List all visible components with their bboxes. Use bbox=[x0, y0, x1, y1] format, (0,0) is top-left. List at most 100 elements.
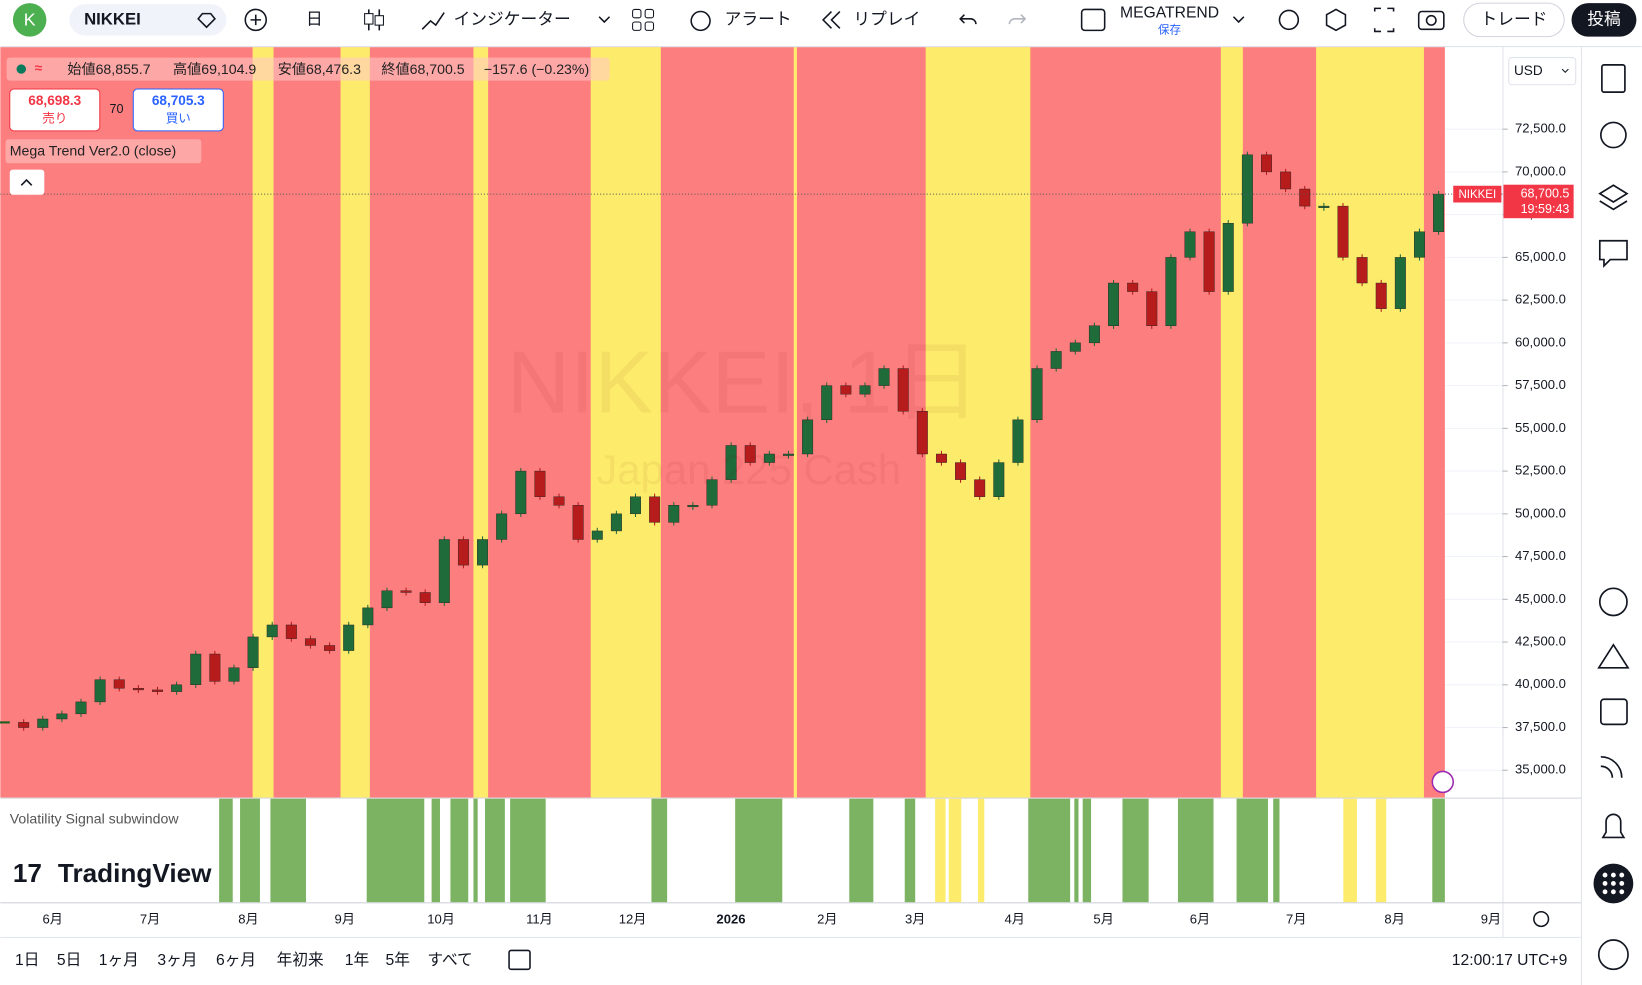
x-tick-label: 10月 bbox=[427, 912, 455, 927]
trade-button[interactable] bbox=[1463, 2, 1565, 38]
candle bbox=[1031, 368, 1043, 421]
alerts-icon[interactable] bbox=[1599, 121, 1627, 149]
y-tick-label: 57,500.0 bbox=[1515, 377, 1566, 392]
regime-band bbox=[473, 47, 489, 798]
legend-change: −157.6 (−0.23%) bbox=[484, 61, 589, 77]
replay-button[interactable]: リプレイ bbox=[853, 9, 920, 28]
candle bbox=[802, 419, 814, 455]
sell-button[interactable] bbox=[9, 88, 101, 132]
candle bbox=[75, 701, 87, 715]
signal-bar bbox=[735, 798, 783, 903]
x-tick-label: 7月 bbox=[1286, 912, 1306, 927]
icon: ≈ bbox=[35, 61, 43, 76]
icon-dot bbox=[1602, 889, 1608, 895]
quick-search[interactable] bbox=[1278, 9, 1300, 31]
help-icon[interactable] bbox=[1597, 939, 1629, 971]
range-button[interactable]: 1日 bbox=[15, 952, 39, 969]
target-icon[interactable] bbox=[1598, 587, 1628, 617]
range-buttons: 1日 5日 1ヶ月 3ヶ月 6ヶ月 年初来 1年 5年 すべて bbox=[15, 951, 473, 969]
x-tick-label: 2026 bbox=[716, 912, 745, 927]
goto-date[interactable] bbox=[508, 949, 531, 971]
range-button[interactable]: 5年 bbox=[386, 951, 410, 969]
signal-bar bbox=[484, 798, 505, 903]
range-button[interactable]: 1ヶ月 bbox=[99, 952, 139, 969]
regime-band bbox=[1316, 47, 1424, 798]
axis-settings[interactable] bbox=[1533, 910, 1550, 928]
candle bbox=[725, 445, 737, 480]
indicators-button[interactable]: インジケーター bbox=[454, 9, 571, 28]
range-button[interactable]: 年初来 bbox=[277, 951, 324, 969]
candle bbox=[935, 453, 947, 463]
trade-label: トレード bbox=[1480, 9, 1547, 28]
y-tick-label: 65,000.0 bbox=[1515, 249, 1566, 264]
regime-band bbox=[1220, 47, 1243, 798]
candle bbox=[687, 505, 699, 508]
chart-background bbox=[0, 47, 1503, 798]
symbol-search[interactable] bbox=[69, 4, 227, 36]
countdown: 19:59:43 bbox=[1521, 202, 1570, 216]
ideas-icon[interactable] bbox=[1597, 643, 1630, 669]
publish-button[interactable] bbox=[1571, 3, 1637, 37]
icon bbox=[250, 14, 261, 26]
redo[interactable] bbox=[1008, 14, 1027, 25]
layout-icon[interactable] bbox=[1080, 8, 1106, 32]
candle bbox=[94, 679, 106, 703]
x-tick-label: 6月 bbox=[42, 912, 62, 927]
range-button[interactable]: 1年 bbox=[345, 951, 369, 969]
icon bbox=[20, 178, 33, 186]
stream-icon[interactable] bbox=[1600, 755, 1623, 778]
legend-high: 高値69,104.9 bbox=[173, 61, 256, 77]
price-tag bbox=[1503, 184, 1574, 219]
interval[interactable]: 日 bbox=[306, 9, 323, 28]
candle bbox=[1203, 231, 1215, 292]
icon-dot bbox=[1602, 872, 1608, 878]
currency-select[interactable] bbox=[1508, 57, 1577, 86]
alert-button[interactable]: アラート bbox=[725, 9, 792, 28]
undo[interactable] bbox=[959, 14, 977, 25]
icon bbox=[1232, 16, 1245, 24]
candle bbox=[955, 462, 967, 480]
regime-band bbox=[252, 47, 274, 798]
range-button[interactable]: 5日 bbox=[57, 952, 81, 969]
y-tick-label: 72,500.0 bbox=[1515, 121, 1566, 136]
notifications-icon[interactable] bbox=[1601, 813, 1626, 839]
candle bbox=[37, 718, 49, 728]
range-button[interactable]: 6ヶ月 bbox=[216, 952, 256, 969]
y-tick-label: 42,500.0 bbox=[1515, 634, 1566, 649]
snapshot[interactable] bbox=[1417, 10, 1445, 31]
x-tick-label: 12月 bbox=[619, 912, 647, 927]
watchlist-icon[interactable] bbox=[1601, 64, 1626, 93]
collapse-button[interactable] bbox=[9, 169, 45, 195]
buy-button[interactable] bbox=[132, 88, 224, 132]
avatar[interactable] bbox=[12, 3, 47, 37]
layout-name[interactable]: MEGATREND bbox=[1120, 5, 1219, 22]
symbol-tag bbox=[1453, 185, 1502, 203]
signal-bar bbox=[431, 798, 440, 903]
fullscreen[interactable] bbox=[1373, 7, 1395, 33]
legend-close: 終値68,700.5 bbox=[381, 61, 464, 77]
candle bbox=[400, 590, 412, 593]
settings[interactable] bbox=[1325, 8, 1347, 32]
candle bbox=[343, 624, 355, 651]
candle bbox=[1222, 222, 1234, 292]
spread: 70 bbox=[110, 102, 124, 116]
icon-dot bbox=[1602, 881, 1608, 886]
range-button[interactable]: 3ヶ月 bbox=[157, 952, 197, 969]
candle bbox=[649, 496, 661, 523]
signal-bar bbox=[1177, 798, 1214, 903]
watermark-subtitle: Japan 225 Cash bbox=[596, 446, 901, 493]
candle bbox=[572, 505, 584, 540]
candle bbox=[477, 539, 489, 566]
layers-icon[interactable] bbox=[1598, 184, 1629, 211]
chat-icon[interactable] bbox=[1598, 239, 1628, 268]
layout-status: 保存 bbox=[1158, 22, 1181, 36]
candle bbox=[1375, 282, 1387, 309]
indicator-bg bbox=[5, 139, 202, 164]
add-icon[interactable] bbox=[244, 8, 268, 32]
icon-dot bbox=[1619, 881, 1625, 886]
lightning[interactable] bbox=[1431, 770, 1455, 794]
calendar-icon[interactable] bbox=[1599, 698, 1628, 726]
y-tick-label: 50,000.0 bbox=[1515, 505, 1566, 520]
range-button[interactable]: すべて bbox=[427, 951, 472, 969]
indicator-label[interactable]: Mega Trend Ver2.0 (close) bbox=[10, 143, 176, 159]
